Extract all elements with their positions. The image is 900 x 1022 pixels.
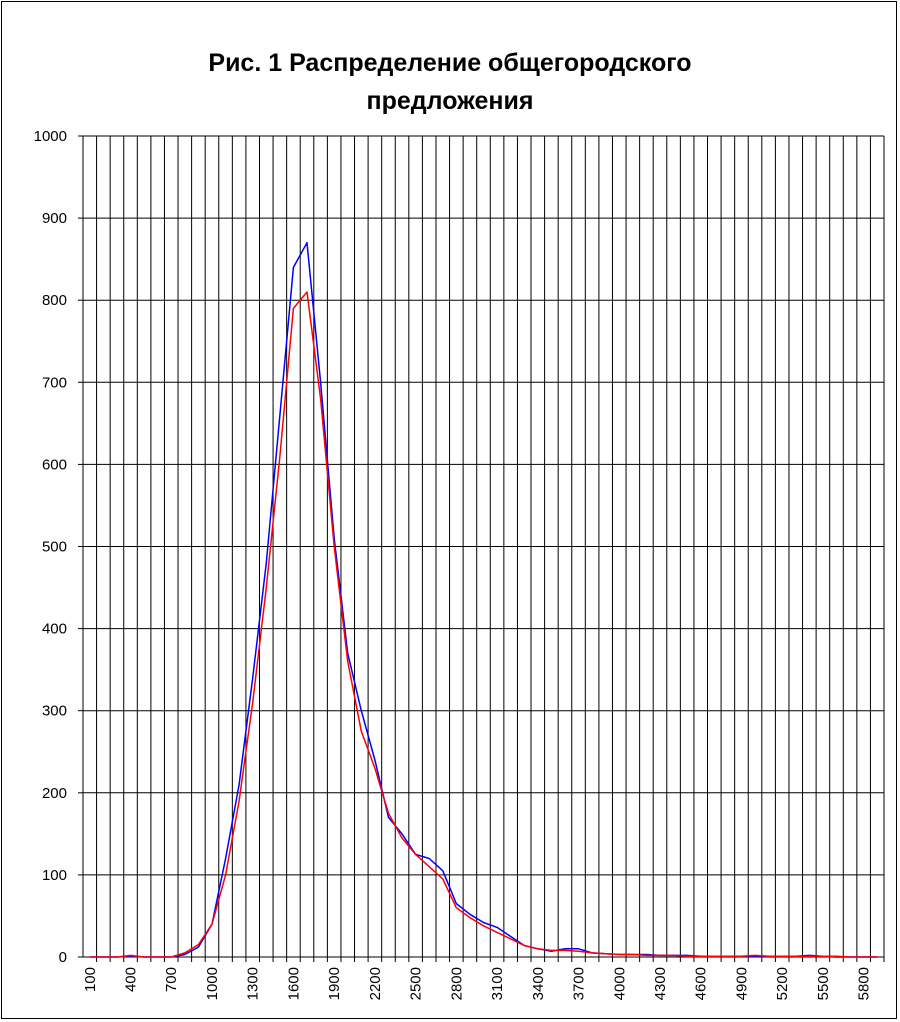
x-tick-label: 2200 — [367, 967, 384, 1000]
grid — [83, 135, 885, 957]
x-tick-label: 5200 — [774, 967, 791, 1000]
y-tick-label: 400 — [42, 621, 67, 638]
y-tick-label: 200 — [42, 785, 67, 802]
y-tick-label: 1000 — [34, 128, 67, 145]
y-tick-label: 700 — [42, 374, 67, 391]
x-tick-label: 5800 — [856, 967, 873, 1000]
x-tick-label: 1000 — [204, 967, 221, 1000]
x-tick-label: 4000 — [611, 967, 628, 1000]
x-tick-label: 4600 — [693, 967, 710, 1000]
y-tick-label: 900 — [42, 210, 67, 227]
x-tick-label: 700 — [163, 967, 180, 992]
y-tick-label: 100 — [42, 867, 67, 884]
x-tick-label: 2800 — [448, 967, 465, 1000]
chart-title: Рис. 1 Распределение общегородского пред… — [0, 44, 900, 120]
series-line-2 — [89, 291, 878, 958]
x-tick-label: 3100 — [489, 967, 506, 1000]
y-axis-ticks: 0 100 200 300 400 500 600 700 800 900 1000 — [34, 128, 67, 966]
x-tick-label: 2500 — [408, 967, 425, 1000]
x-tick-label: 5500 — [815, 967, 832, 1000]
x-tick-label: 4300 — [652, 967, 669, 1000]
y-tick-label: 600 — [42, 456, 67, 473]
y-tick-label: 500 — [42, 539, 67, 556]
x-axis-ticks: 100 400 700 1000 1300 1600 1900 2200 2500 2800 310… — [82, 967, 873, 1000]
y-tick-label: 0 — [59, 949, 67, 966]
y-tick-label: 300 — [42, 703, 67, 720]
axes — [78, 135, 885, 962]
y-tick-label: 800 — [42, 292, 67, 309]
x-tick-label: 3400 — [530, 967, 547, 1000]
series-lines — [89, 241, 878, 958]
x-tick-label: 4900 — [733, 967, 750, 1000]
chart-title-line-1: Рис. 1 Распределение общегородского — [208, 49, 692, 77]
x-tick-label: 1900 — [326, 967, 343, 1000]
x-tick-label: 1300 — [245, 967, 262, 1000]
chart-title-line-2: предложения — [366, 87, 534, 115]
x-tick-label: 100 — [82, 967, 99, 992]
x-tick-label: 3700 — [571, 967, 588, 1000]
x-tick-label: 1600 — [285, 967, 302, 1000]
series-line-1 — [89, 241, 878, 958]
x-tick-label: 400 — [123, 967, 140, 992]
